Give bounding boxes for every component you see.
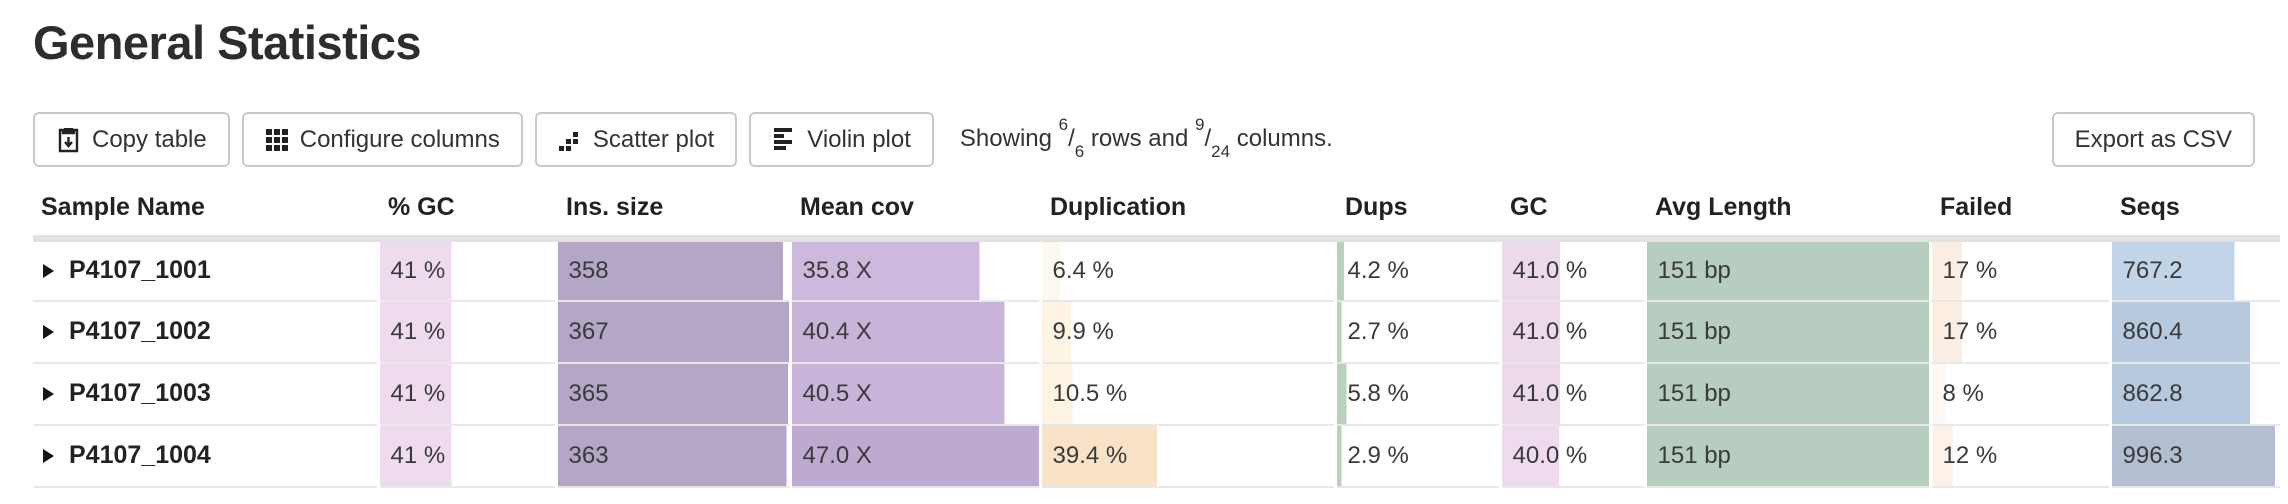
cell-gc: 41.0 % xyxy=(1503,363,1644,423)
column-header-mean-cov[interactable]: Mean cov xyxy=(790,187,1040,242)
column-header-failed[interactable]: Failed xyxy=(1930,187,2110,242)
general-statistics-section: General Statistics Copy table xyxy=(0,14,2288,504)
cell-avg-length: 151 bp xyxy=(1648,301,1929,361)
general-statistics-table: Sample Name % GC Ins. size Mean cov Dupl… xyxy=(33,187,2280,488)
table-row: P4107_1003 41 % 365 40.5 X 10.5 % 5.8 % … xyxy=(33,362,2280,426)
cell-duplication: 10.5 % xyxy=(1043,363,1334,423)
cell-failed: 17 % xyxy=(1933,301,2109,361)
configure-columns-button[interactable]: Configure columns xyxy=(241,112,523,167)
configure-columns-label: Configure columns xyxy=(299,125,500,153)
expand-caret-icon[interactable] xyxy=(43,263,54,278)
clipboard-icon xyxy=(56,126,81,153)
column-header-gc[interactable]: GC xyxy=(1500,187,1645,242)
scatter-plot-label: Scatter plot xyxy=(592,125,715,153)
cell-avg-length: 151 bp xyxy=(1648,363,1929,423)
copy-table-label: Copy table xyxy=(92,125,207,153)
column-header-duplication[interactable]: Duplication xyxy=(1040,187,1335,242)
showing-rows-columns-text: Showing 6/6 rows and 9/24 columns. xyxy=(959,115,1333,161)
grid-icon xyxy=(265,128,289,152)
table-header-row: Sample Name % GC Ins. size Mean cov Dupl… xyxy=(33,187,2280,242)
cell-avg-length: 151 bp xyxy=(1648,425,1929,485)
export-csv-button[interactable]: Export as CSV xyxy=(2051,112,2255,167)
table-toolbar: Copy table Configure columns xyxy=(33,112,2255,167)
column-header-sample-name[interactable]: Sample Name xyxy=(33,187,378,242)
cell-duplication: 6.4 % xyxy=(1043,242,1334,299)
column-header-pct-gc[interactable]: % GC xyxy=(378,187,556,242)
violin-plot-label: Violin plot xyxy=(807,125,911,153)
column-header-seqs[interactable]: Seqs xyxy=(2110,187,2280,242)
column-header-dups[interactable]: Dups xyxy=(1335,187,1500,242)
cell-seqs: 767.2 xyxy=(2113,242,2280,299)
cell-duplication: 39.4 % xyxy=(1043,425,1334,485)
export-csv-label: Export as CSV xyxy=(2074,125,2232,153)
copy-table-button[interactable]: Copy table xyxy=(33,112,230,167)
cell-mean-cov: 40.4 X xyxy=(793,301,1039,361)
cell-dups: 4.2 % xyxy=(1338,242,1499,299)
sample-name[interactable]: P4107_1002 xyxy=(33,302,377,361)
cell-ins-size: 367 xyxy=(559,301,789,361)
cell-pct-gc: 41 % xyxy=(381,425,555,485)
page-title: General Statistics xyxy=(33,16,422,69)
cell-ins-size: 358 xyxy=(559,242,789,299)
scatter-plot-button[interactable]: Scatter plot xyxy=(534,112,738,167)
violin-icon xyxy=(772,127,796,153)
table-row: P4107_1004 41 % 363 47.0 X 39.4 % 2.9 % … xyxy=(33,424,2280,488)
expand-caret-icon[interactable] xyxy=(43,324,54,339)
cell-seqs: 860.4 xyxy=(2113,301,2280,361)
cell-pct-gc: 41 % xyxy=(381,301,555,361)
cell-mean-cov: 40.5 X xyxy=(793,363,1039,423)
cell-seqs: 996.3 xyxy=(2113,425,2280,485)
table-row: P4107_1002 41 % 367 40.4 X 9.9 % 2.7 % 4… xyxy=(33,300,2280,364)
cell-mean-cov: 47.0 X xyxy=(793,425,1039,485)
sample-name[interactable]: P4107_1003 xyxy=(33,364,377,423)
sample-name[interactable]: P4107_1001 xyxy=(33,242,377,299)
cell-dups: 2.7 % xyxy=(1338,301,1499,361)
cell-mean-cov: 35.8 X xyxy=(793,242,1039,299)
expand-caret-icon[interactable] xyxy=(43,386,54,401)
cell-dups: 5.8 % xyxy=(1338,363,1499,423)
column-header-ins-size[interactable]: Ins. size xyxy=(556,187,790,242)
cell-ins-size: 365 xyxy=(559,363,789,423)
cell-seqs: 862.8 xyxy=(2113,363,2280,423)
violin-plot-button[interactable]: Violin plot xyxy=(749,112,934,167)
cell-pct-gc: 41 % xyxy=(381,363,555,423)
cell-failed: 17 % xyxy=(1933,242,2109,299)
sample-name[interactable]: P4107_1004 xyxy=(33,426,377,485)
cell-duplication: 9.9 % xyxy=(1043,301,1334,361)
expand-caret-icon[interactable] xyxy=(43,448,54,463)
cell-ins-size: 363 xyxy=(559,425,789,485)
cell-gc: 41.0 % xyxy=(1503,301,1644,361)
table-row: P4107_1001 41 % 358 35.8 X 6.4 % 4.2 % 4… xyxy=(33,238,2280,302)
cell-avg-length: 151 bp xyxy=(1648,242,1929,299)
cell-gc: 40.0 % xyxy=(1503,425,1644,485)
cell-dups: 2.9 % xyxy=(1338,425,1499,485)
cell-gc: 41.0 % xyxy=(1503,242,1644,299)
cell-failed: 12 % xyxy=(1933,425,2109,485)
cell-pct-gc: 41 % xyxy=(381,242,555,299)
cell-failed: 8 % xyxy=(1933,363,2109,423)
column-header-avg-length[interactable]: Avg Length xyxy=(1645,187,1930,242)
scatter-icon xyxy=(558,128,582,152)
